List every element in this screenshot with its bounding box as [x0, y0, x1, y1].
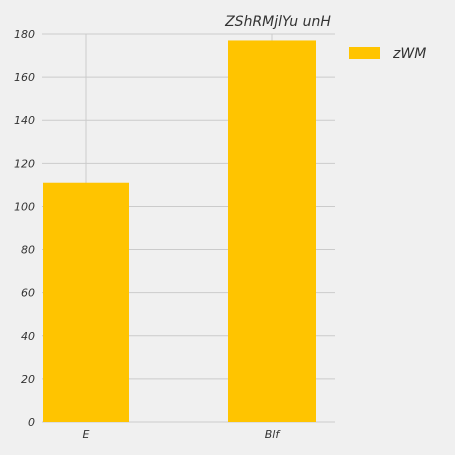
chart-title: ZShRMjlYu unH — [224, 14, 331, 30]
y-tick-label: 20 — [21, 373, 35, 386]
y-tick-label: 100 — [14, 200, 35, 213]
y-tick-label: 180 — [14, 28, 35, 41]
legend-label-zwm: zWM — [392, 46, 426, 62]
y-tick-label: 0 — [28, 416, 35, 429]
bar-blf — [228, 40, 316, 422]
bar-e — [43, 182, 129, 422]
bars — [43, 40, 316, 422]
y-tick-label: 160 — [14, 71, 35, 84]
x-axis-ticks: E Blf — [83, 428, 282, 441]
x-tick-label: Blf — [265, 428, 282, 441]
legend-swatch-zwm — [349, 47, 380, 59]
y-tick-label: 40 — [21, 330, 35, 343]
y-tick-label: 140 — [14, 114, 35, 127]
y-tick-label: 60 — [21, 287, 35, 300]
legend: zWM — [349, 46, 426, 62]
y-tick-label: 80 — [21, 244, 35, 257]
x-tick-label: E — [83, 428, 90, 441]
y-tick-label: 120 — [14, 157, 35, 170]
y-axis-ticks: 0 20 40 60 80 100 120 140 160 180 — [14, 28, 35, 429]
